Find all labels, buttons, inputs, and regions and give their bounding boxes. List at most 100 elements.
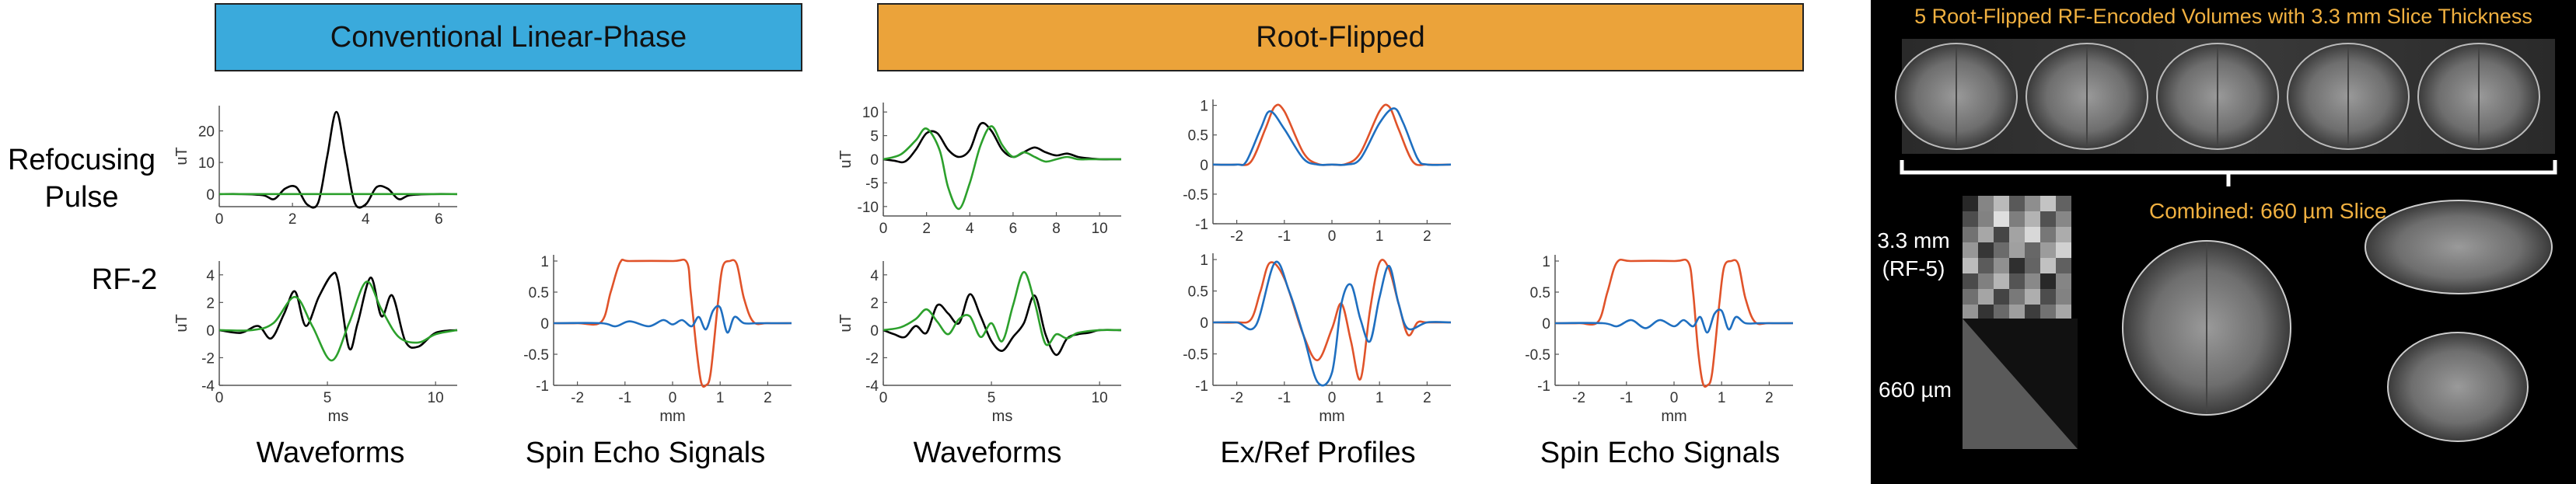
chart-p4: 0 2 4 6 8 10 -10 -5 0 5 10 uT [837,103,1121,237]
row-label-refocusing-line2: Pulse [44,181,119,214]
zoom-patch-660um-edge [1963,319,2078,449]
y-tick-label-p7: -1 [1195,378,1208,395]
x-tick-label-p8: 1 [1718,390,1726,406]
y-tick-label-p8: 0.5 [1530,285,1550,301]
header-root-flipped-label: Root-Flipped [1256,20,1425,54]
x-tick-label-p4: 6 [1009,221,1018,237]
zoom-pixel [2009,211,2025,227]
y-axis-label-p2: uT [173,314,190,332]
zoom-pixel [1978,305,1994,320]
y-tick-label-p4: -5 [865,176,879,192]
combine-bracket [1900,160,2557,186]
y-axis-label-p1: uT [173,147,190,165]
zoom-pixel [2025,273,2040,289]
x-axis-label-p2: ms [328,408,349,425]
x-tick-label-p7: 0 [1328,390,1337,406]
x-tick-label-p3: 0 [669,390,677,406]
y-tick-label-p6: 0.5 [1188,128,1208,145]
x-tick-label-p4: 2 [922,221,931,237]
zoom-pixel [2025,289,2040,305]
series-line-p7-blue [1212,260,1452,387]
x-tick-label-p6: 0 [1328,228,1337,245]
zoom-pixel [2009,227,2025,242]
header-conventional: Conventional Linear-Phase [215,3,802,71]
zoom-pixel [2040,242,2056,258]
brain-panel-title: 5 Root-Flipped RF-Encoded Volumes with 3… [1914,5,2532,28]
zoom-pixel [2040,211,2056,227]
y-tick-label-p1: 10 [198,155,215,172]
zoom-pixel [2009,196,2025,211]
y-tick-label-p6: -1 [1195,217,1208,233]
y-tick-label-p1: 20 [198,124,215,141]
chart-p2: 0 5 10 -4 -2 0 2 4 ms uT [173,261,458,425]
zoom-pixel [1978,196,1994,211]
brain-image-panel: 5 Root-Flipped RF-Encoded Volumes with 3… [1871,0,2576,484]
y-tick-label-p8: 1 [1542,254,1550,270]
zoom-pixel [1978,211,1994,227]
zoom-pixel [1963,258,1978,273]
y-tick-label-p5: -2 [865,350,879,367]
zoom-pixel [1963,242,1978,258]
zoom-pixel [2040,196,2056,211]
zoom-pixel [1994,273,2009,289]
x-tick-label-p4: 10 [1092,221,1108,237]
zoom-pixel [2025,305,2040,320]
y-tick-label-p6: 1 [1200,99,1208,115]
chart-p3: -2 -1 0 1 2 -1 -0.5 0 0.5 1 mm [523,254,792,425]
series-line-p3-orange [553,258,792,388]
series-line-p5-green [883,270,1122,346]
y-tick-label-p6: -0.5 [1183,187,1208,204]
combined-coronal-view [2387,332,2529,442]
y-tick-label-p7: 0.5 [1188,284,1208,301]
y-axis-label-p4: uT [837,150,855,168]
x-tick-label-p3: 2 [764,390,772,406]
caption-spin-echo-right: Spin Echo Signals [1540,437,1781,469]
y-tick-label-p4: 0 [870,152,879,169]
x-tick-label-p7: 1 [1375,390,1384,406]
zoom-pixel [2056,227,2071,242]
series-line-p3-blue [553,305,792,334]
zoom-pixel [2056,289,2071,305]
zoom-pixel [2025,258,2040,273]
zoom-pixel [1963,305,1978,320]
y-tick-label-p7: 1 [1200,252,1208,269]
y-tick-label-p4: 10 [862,105,879,121]
x-tick-label-p1: 6 [435,211,443,228]
x-tick-label-p5: 0 [879,390,888,406]
zoom-pixel [1978,258,1994,273]
x-tick-label-p7: -1 [1278,390,1291,406]
series-line-p4-black [883,122,1121,164]
zoom-pixel [1978,273,1994,289]
x-tick-label-p8: -1 [1620,390,1633,406]
y-tick-label-p2: 4 [206,268,215,284]
brain-label-33mm-line2: (RF-5) [1882,256,1945,280]
zoom-pixel [1994,211,2009,227]
series-line-p8-orange [1554,258,1794,388]
x-tick-label-p8: 0 [1670,390,1679,406]
series-line-p2-green [218,280,458,362]
y-tick-label-p8: 0 [1542,316,1550,333]
y-tick-label-p5: -4 [865,378,879,395]
brain-panel-combined: Combined: 660 µm Slice [2149,199,2387,223]
x-tick-label-p1: 2 [288,211,297,228]
y-tick-label-p8: -0.5 [1525,347,1550,364]
zoom-pixel [2056,242,2071,258]
x-tick-label-p6: -2 [1230,228,1243,245]
zoom-pixel [2056,273,2071,289]
y-tick-label-p2: -4 [201,378,215,395]
zoom-pixel [2056,196,2071,211]
caption-waveforms-right: Waveforms [913,437,1062,469]
zoom-pixel [1963,273,1978,289]
zoom-patch-33mm [1963,196,2071,320]
y-tick-label-p7: -0.5 [1183,347,1208,364]
row-label-refocusing-line1: Refocusing [7,144,156,176]
row-label-refocusing: Refocusing Pulse [0,141,163,216]
y-tick-label-p6: 0 [1200,158,1208,174]
zoom-pixel [2040,273,2056,289]
zoom-pixel [1963,211,1978,227]
zoom-pixel [2009,305,2025,320]
y-tick-label-p2: -2 [201,350,215,367]
zoom-pixel [2056,258,2071,273]
zoom-pixel [2040,227,2056,242]
